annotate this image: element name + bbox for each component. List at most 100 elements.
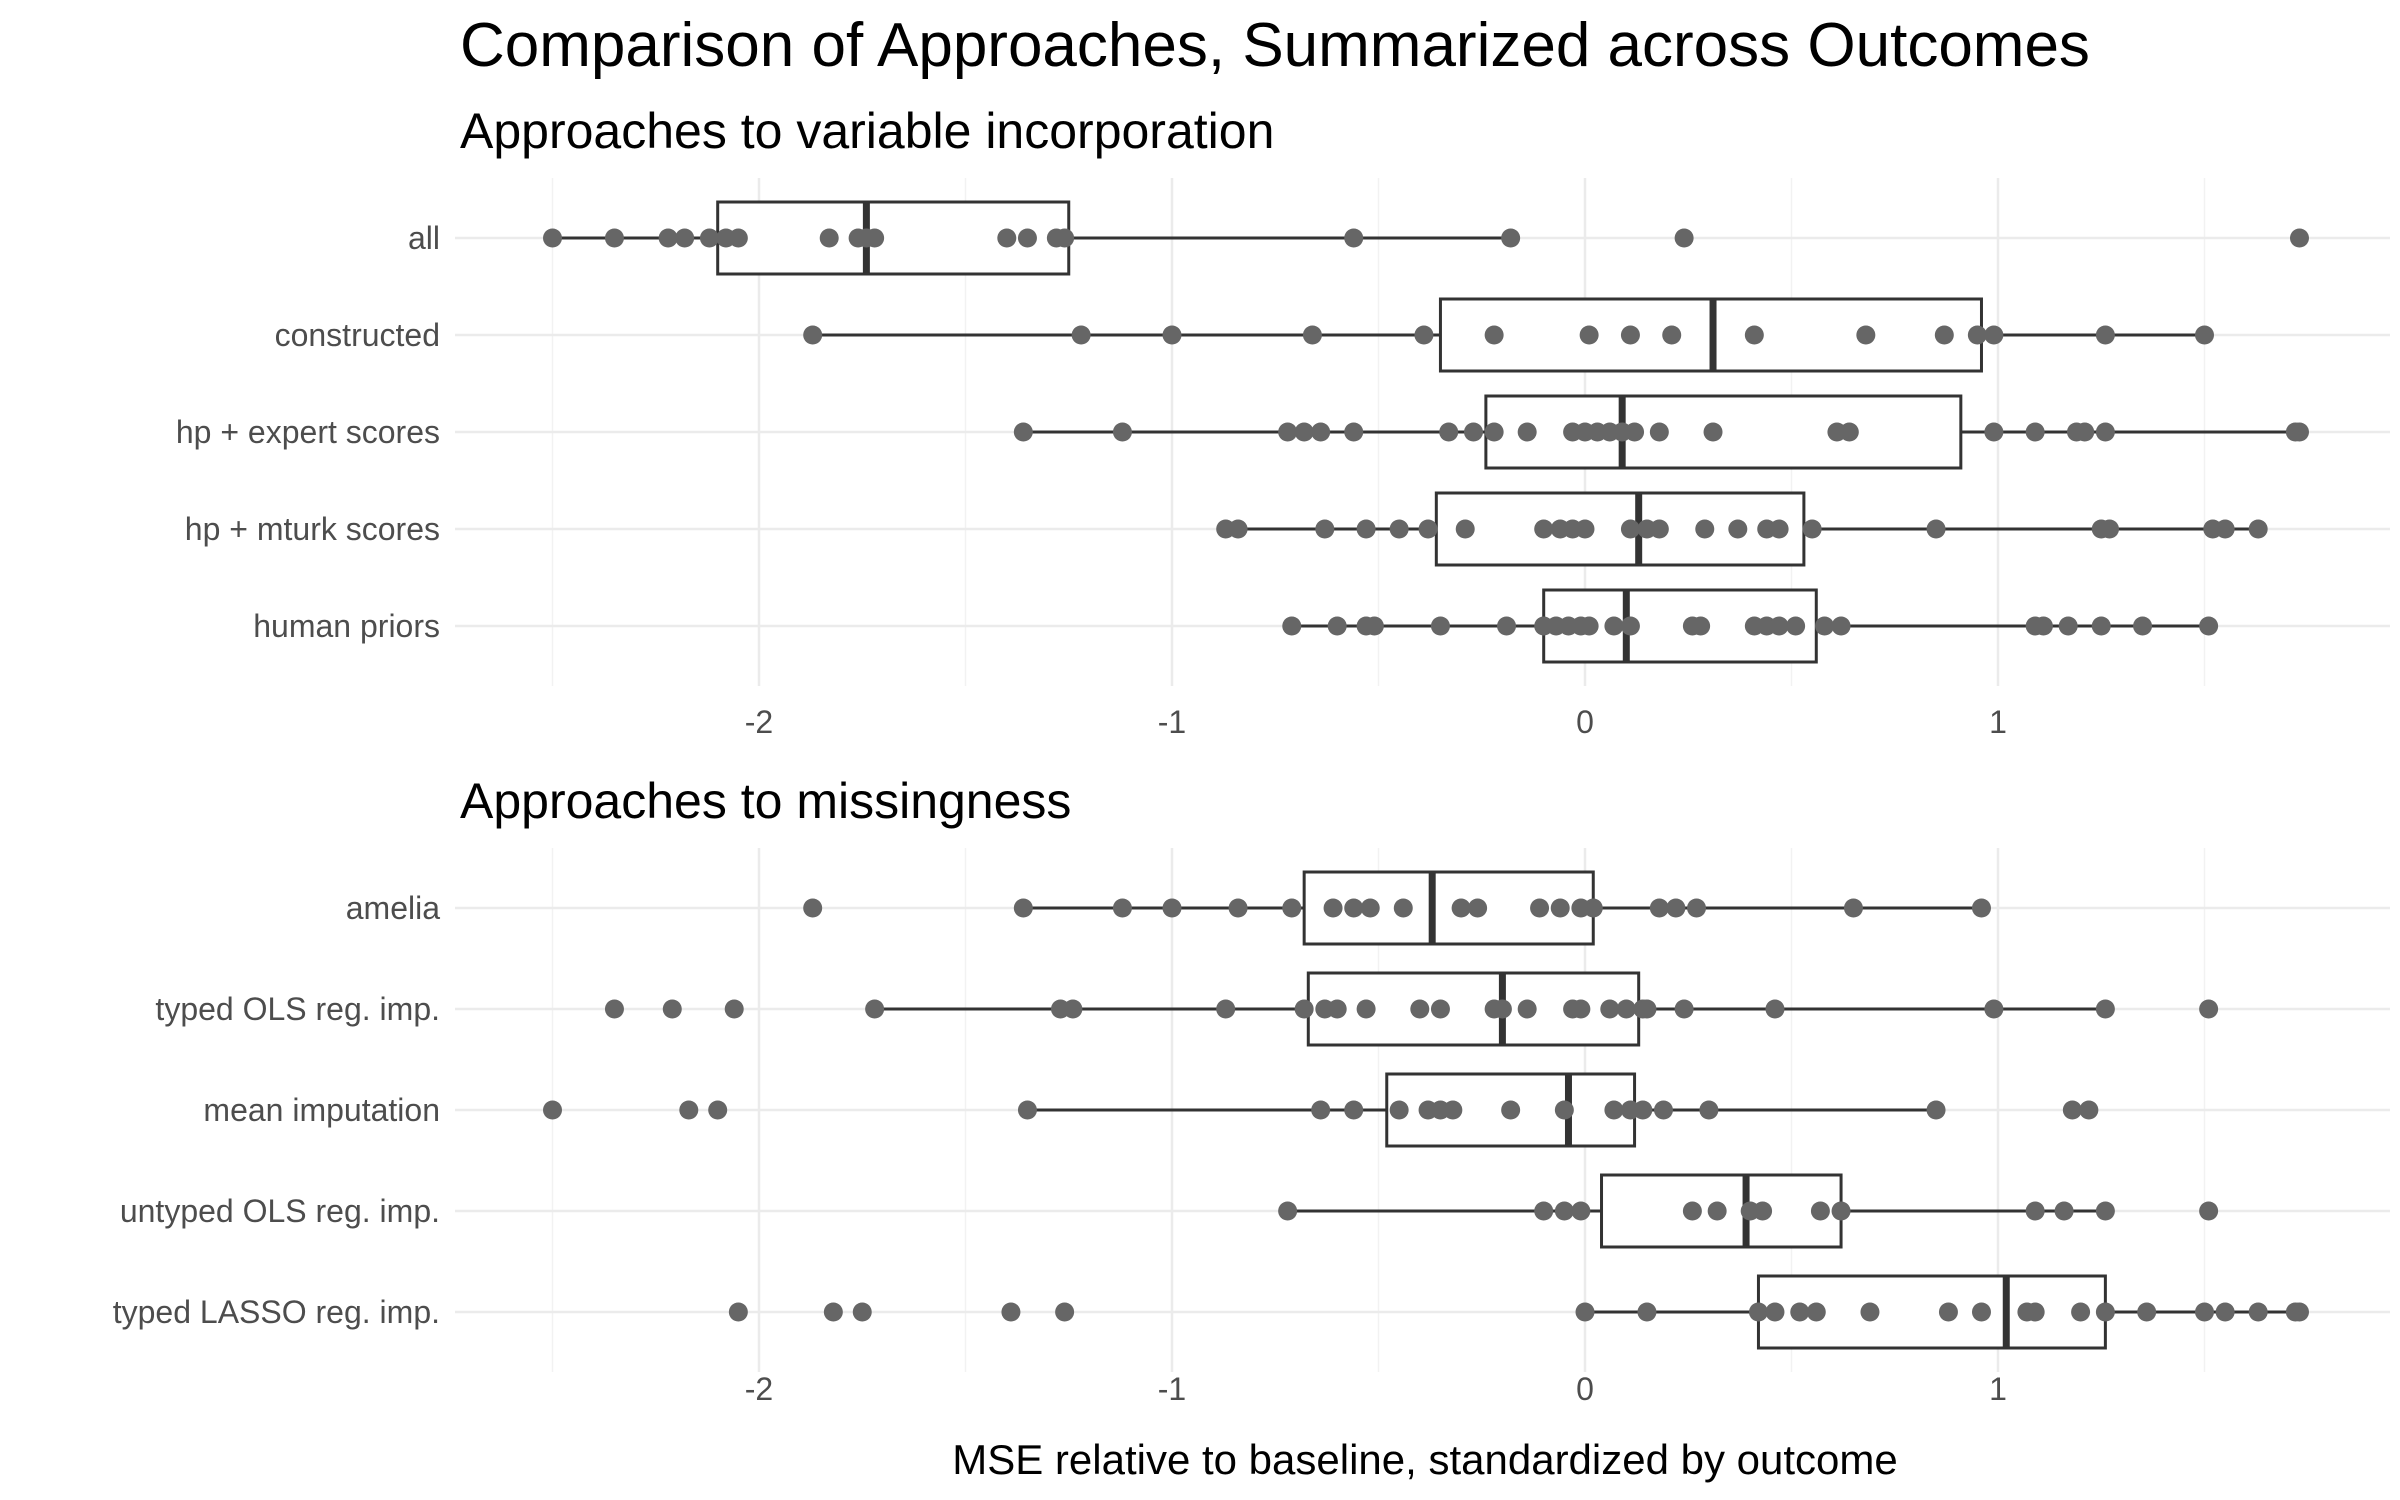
panel-2-data-point [1938, 1302, 1958, 1322]
panel-1-data-point [865, 228, 885, 248]
panel-2-data-point [2199, 1201, 2219, 1221]
panel-2-data-point [1554, 1201, 1574, 1221]
panel-2-x-tick-label: 1 [1989, 1371, 2007, 1407]
panel-variable-incorporation: -2 -1 0 1 all constructed hp + expert scores hp… [176, 178, 2390, 740]
panel-2-data-point [1534, 1201, 1554, 1221]
panel-2-data-point [1753, 1201, 1773, 1221]
panel-2-data-point [1393, 898, 1413, 918]
panel-2-data-point [1633, 1100, 1653, 1120]
panel-1-data-point [1625, 422, 1645, 442]
panel-2-data-point [1575, 1302, 1595, 1322]
panel-2-category-label: mean imputation [203, 1092, 440, 1128]
panel-2-data-point [2062, 1100, 2082, 1120]
panel-1-box [1484, 394, 1963, 470]
panel-2-data-point [1843, 898, 1863, 918]
panel-2-data-point [2137, 1302, 2157, 1322]
panel-1-data-point [1802, 519, 1822, 539]
panel-1-subtitle: Approaches to variable incorporation [460, 103, 1274, 159]
panel-2-data-point [1278, 1201, 1298, 1221]
panel-2-data-point [1554, 1100, 1574, 1120]
panel-2-data-point [1571, 999, 1591, 1019]
panel-2-data-point [1806, 1302, 1826, 1322]
panel-1-data-point [2133, 616, 2153, 636]
panel-1-category-label: human priors [253, 608, 440, 644]
panel-2-data-point [1971, 898, 1991, 918]
panel-1-data-point [1364, 616, 1384, 636]
panel-2-data-point [543, 1100, 562, 1120]
panel-1-data-point [543, 228, 562, 248]
panel-2-data-point [2095, 1201, 2115, 1221]
panel-1-data-point [1430, 616, 1450, 636]
panel-1-data-point [1501, 228, 1521, 248]
panel-2-data-point [1649, 898, 1669, 918]
panel-2-data-point [1344, 1100, 1364, 1120]
panel-2-data-point [1323, 898, 1343, 918]
panel-2-category-label: typed LASSO reg. imp. [113, 1294, 440, 1330]
panel-2-data-point [2071, 1302, 2091, 1322]
panel-2-data-point [1604, 1100, 1624, 1120]
panel-1-data-point [2195, 325, 2214, 345]
panel-1-data-point [699, 228, 719, 248]
panel-2-data-point [1583, 898, 1603, 918]
panel-1-data-point [2095, 422, 2115, 442]
panel-1-data-point [1926, 519, 1946, 539]
panel-1-data-point [1691, 616, 1711, 636]
panel-2-data-point [1666, 898, 1686, 918]
panel-1-data-point [1649, 422, 1669, 442]
panel-2-data-point [708, 1100, 728, 1120]
panel-2-data-point [823, 1302, 843, 1322]
panel-2-data-point [1228, 898, 1248, 918]
panel-1-category-label: hp + mturk scores [185, 511, 440, 547]
panel-1-data-point [2248, 519, 2268, 539]
panel-2-x-tick-label: -2 [745, 1371, 773, 1407]
panel-1-data-point [1071, 325, 1091, 345]
panel-2-data-point [1831, 1201, 1851, 1221]
panel-2-data-point [728, 1302, 748, 1322]
panel-1-data-point [1534, 519, 1554, 539]
panel-2-data-point [803, 898, 823, 918]
panel-1-category-label: all [408, 220, 440, 256]
panel-2-category-label: untyped OLS reg. imp. [120, 1193, 440, 1229]
panel-2-data-point [1327, 999, 1347, 1019]
panel-2-data-point [1616, 999, 1636, 1019]
panel-1-data-point [819, 228, 839, 248]
panel-1-data-point [1744, 325, 1764, 345]
panel-1-data-point [1344, 228, 1364, 248]
panel-2-data-point [2289, 1302, 2309, 1322]
panel-missingness: -2 -1 0 1 amelia typed OLS reg. imp. mean impu… [113, 848, 2390, 1407]
panel-2-data-point [2195, 1302, 2214, 1322]
panel-2-data-point [1063, 999, 1083, 1019]
panel-2-data-point [865, 999, 885, 1019]
panel-2-data-point [1311, 1100, 1331, 1120]
panel-1-data-point [1728, 519, 1748, 539]
panel-2-x-tick-label: 0 [1576, 1371, 1594, 1407]
panel-1-data-point [1311, 422, 1331, 442]
panel-1-category-label: hp + expert scores [176, 414, 440, 450]
panel-1-data-point [1934, 325, 1954, 345]
panel-1-data-point [1389, 519, 1409, 539]
panel-1-data-point [2033, 616, 2053, 636]
panel-2-data-point [1790, 1302, 1810, 1322]
panel-1-data-point [1484, 325, 1504, 345]
panel-1-data-point [1017, 228, 1037, 248]
panel-2-data-point [1501, 1100, 1521, 1120]
panel-2-data-point [1748, 1302, 1768, 1322]
panel-2-data-point [1112, 898, 1132, 918]
panel-2-data-point [1699, 1100, 1719, 1120]
panel-2-data-point [1637, 1302, 1657, 1322]
panel-2-data-point [1410, 999, 1430, 1019]
panel-1-data-point [2091, 616, 2111, 636]
panel-1-data-point [1356, 519, 1376, 539]
panel-1-x-tick-label: 1 [1989, 704, 2007, 740]
panel-2-data-point [1389, 1100, 1409, 1120]
panel-1-category-label: constructed [275, 317, 440, 353]
panel-2-data-point [2095, 999, 2115, 1019]
panel-2-data-point [1294, 999, 1314, 1019]
panel-2-data-point [1810, 1201, 1830, 1221]
panel-2-data-point [1600, 999, 1620, 1019]
panel-1-data-point [1327, 616, 1347, 636]
panel-1-data-point [1497, 616, 1517, 636]
panel-2-data-point [1926, 1100, 1946, 1120]
panel-2-data-point [1653, 1100, 1673, 1120]
panel-1-data-point [1282, 616, 1302, 636]
